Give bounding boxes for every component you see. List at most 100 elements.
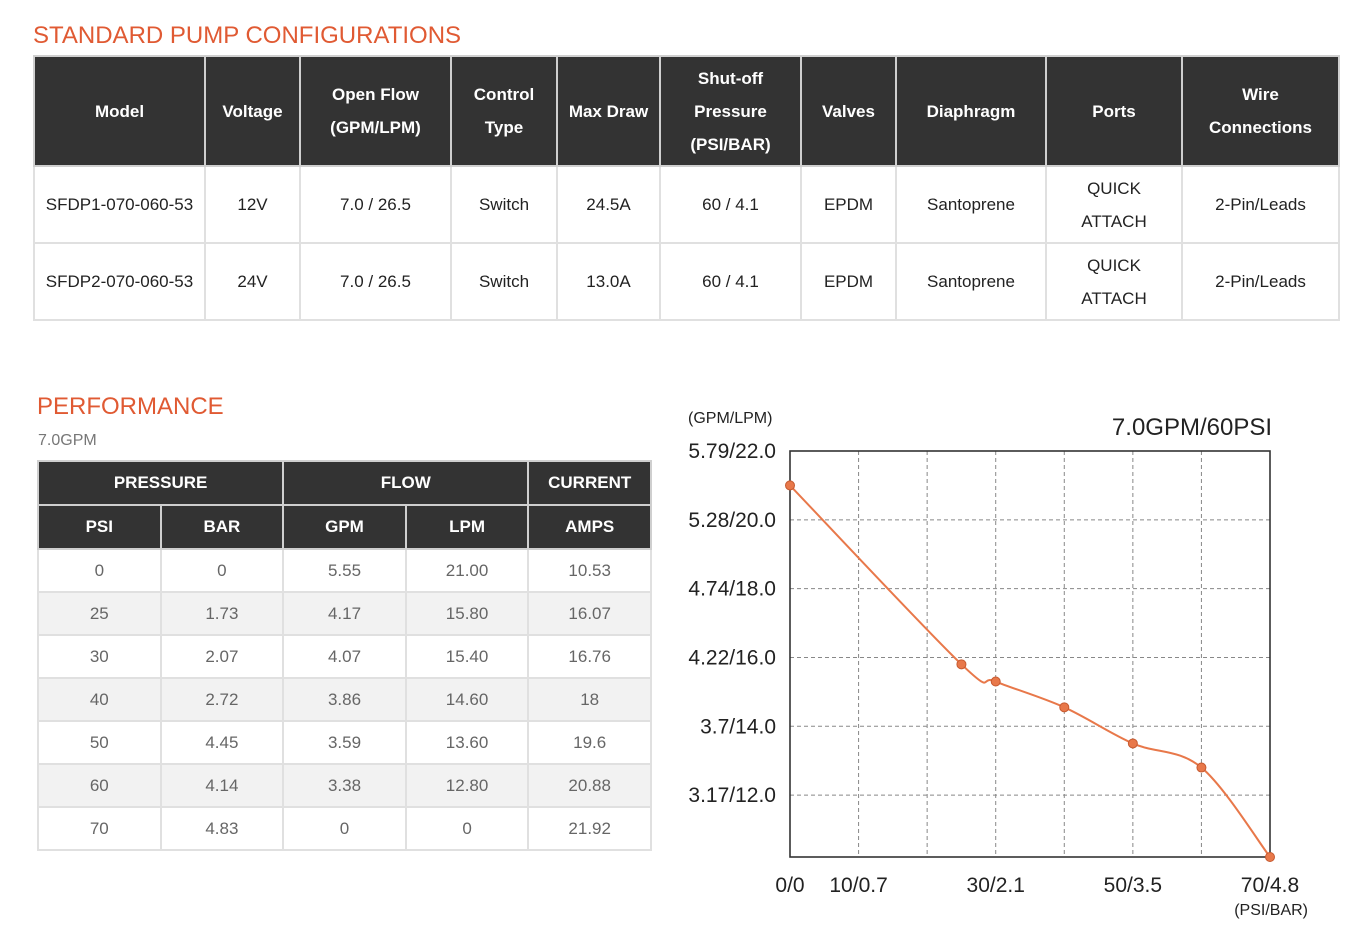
config-header-cell: Open Flow (GPM/LPM)	[299, 55, 452, 167]
header-text: Max Draw	[568, 101, 649, 121]
header-text: Ports	[1092, 101, 1136, 121]
config-table: Model Voltage Open Flow (GPM/LPM) Control Typ…	[33, 55, 1340, 321]
table-cell: 50	[37, 720, 162, 765]
table-cell: 70	[37, 806, 162, 851]
table-cell: 21.92	[527, 806, 652, 851]
table-cell: 10.53	[527, 548, 652, 593]
header-text: Control	[473, 85, 535, 104]
table-cell: 4.07	[282, 634, 407, 679]
performance-table: PRESSURE FLOW CURRENT PSI BAR GPM LPM AM…	[36, 460, 652, 851]
table-cell: 60	[37, 763, 162, 808]
table-cell: 16.07	[527, 591, 652, 636]
config-header-cell: Valves	[800, 55, 897, 167]
data-point	[956, 659, 967, 670]
header-text: Diaphragm	[926, 101, 1016, 121]
table-cell: Santoprene	[895, 165, 1047, 244]
table-cell: 40	[37, 677, 162, 722]
performance-column-header-row: PSI BAR GPM LPM AMPS	[37, 504, 652, 550]
config-header-cell: Control Type	[450, 55, 558, 167]
x-tick-label: 10/0.7	[829, 874, 887, 897]
header-text: Voltage	[222, 101, 283, 121]
table-cell: 15.80	[404, 591, 530, 636]
table-cell: Switch	[450, 165, 558, 244]
table-cell: 20.88	[527, 763, 652, 808]
table-cell: 21.00	[404, 548, 530, 593]
table-cell: Santoprene	[895, 242, 1047, 321]
table-cell: 25	[37, 591, 162, 636]
table-cell: EPDM	[800, 165, 897, 244]
table-cell: 14.60	[404, 677, 530, 722]
table-row: 0 0 5.55 21.00 10.53	[37, 548, 652, 593]
pressure-header: PRESSURE	[36, 460, 285, 506]
data-point	[990, 676, 1001, 687]
performance-title: PERFORMANCE	[37, 393, 224, 420]
chart-title: 7.0GPM/60PSI	[1112, 414, 1272, 441]
header-text: Shut-off	[697, 68, 764, 88]
table-row: 50 4.45 3.59 13.60 19.6	[37, 720, 652, 765]
table-row: 60 4.14 3.38 12.80 20.88	[37, 763, 652, 808]
y-tick-label: 4.74/18.0	[688, 578, 776, 601]
flow-header: FLOW	[282, 460, 530, 506]
table-cell: 16.76	[527, 634, 652, 679]
x-axis-label: (PSI/BAR)	[1234, 902, 1308, 919]
y-tick-label: 3.17/12.0	[688, 784, 776, 807]
y-tick-label: 5.79/22.0	[688, 440, 776, 463]
table-cell: 19.6	[527, 720, 652, 765]
performance-chart: 5.79/22.0 5.28/20.0 4.74/18.0 4.22/16.0 3.7/…	[688, 410, 1308, 919]
config-header-cell: Ports	[1045, 55, 1183, 167]
header-text: Connections	[1209, 118, 1312, 137]
table-cell: SFDP2-070-060-53	[33, 242, 206, 321]
config-header-row: Model Voltage Open Flow (GPM/LPM) Control Typ…	[33, 55, 1340, 167]
table-cell: 60 / 4.1	[659, 165, 802, 244]
table-cell: 30	[37, 634, 162, 679]
table-row: SFDP2-070-060-53 24V 7.0 / 26.5 Switch 13.0A…	[33, 242, 1340, 321]
config-title: STANDARD PUMP CONFIGURATIONS	[33, 22, 462, 49]
header-text: Open Flow	[332, 85, 419, 104]
table-cell: SFDP1-070-060-53	[33, 165, 206, 244]
table-row: 40 2.72 3.86 14.60 18	[37, 677, 652, 722]
x-tick-label: 50/3.5	[1104, 874, 1162, 897]
plot-frame	[789, 450, 1271, 858]
cell-text: QUICK	[1087, 178, 1141, 198]
performance-subtitle: 7.0GPM	[38, 432, 97, 449]
gpm-header: GPM	[282, 504, 407, 550]
cell-text: QUICK	[1087, 255, 1141, 275]
table-cell: 1.73	[159, 591, 285, 636]
table-cell: 60 / 4.1	[659, 242, 802, 321]
data-point	[1127, 738, 1138, 749]
header-text: Pressure	[694, 101, 767, 121]
cell-text: ATTACH	[1081, 288, 1147, 308]
x-tick-label: 0/0	[775, 874, 804, 897]
table-row: 70 4.83 0 0 21.92	[37, 806, 652, 851]
table-cell: 4.17	[282, 591, 407, 636]
data-point	[1059, 702, 1070, 713]
amps-header: AMPS	[527, 504, 652, 550]
table-cell: 2.72	[159, 677, 285, 722]
table-cell: 2-Pin/Leads	[1181, 165, 1340, 244]
y-tick-label: 3.7/14.0	[700, 715, 776, 738]
table-cell: 0	[159, 548, 285, 593]
table-cell: QUICK ATTACH	[1045, 165, 1183, 244]
header-text: (PSI/BAR)	[690, 134, 771, 154]
series-line	[789, 484, 1271, 858]
data-point	[1196, 762, 1207, 773]
table-cell: 3.86	[282, 677, 407, 722]
config-header-cell: Model	[33, 55, 206, 167]
table-row: 25 1.73 4.17 15.80 16.07	[37, 591, 652, 636]
table-cell: QUICK ATTACH	[1045, 242, 1183, 321]
table-cell: 3.38	[282, 763, 407, 808]
y-tick-label: 4.22/16.0	[688, 646, 776, 669]
table-cell: 13.0A	[556, 242, 661, 321]
header-text: Wire	[1242, 85, 1279, 104]
config-header-cell: Max Draw	[556, 55, 661, 167]
config-header-cell: Wire Connections	[1181, 55, 1340, 167]
config-header-cell: Voltage	[204, 55, 301, 167]
header-text: Model	[94, 101, 145, 121]
x-tick-label: 70/4.8	[1241, 874, 1299, 897]
table-cell: 3.59	[282, 720, 407, 765]
table-cell: 15.40	[404, 634, 530, 679]
table-cell: 4.14	[159, 763, 285, 808]
table-cell: 4.83	[159, 806, 285, 851]
table-cell: 18	[527, 677, 652, 722]
table-cell: EPDM	[800, 242, 897, 321]
